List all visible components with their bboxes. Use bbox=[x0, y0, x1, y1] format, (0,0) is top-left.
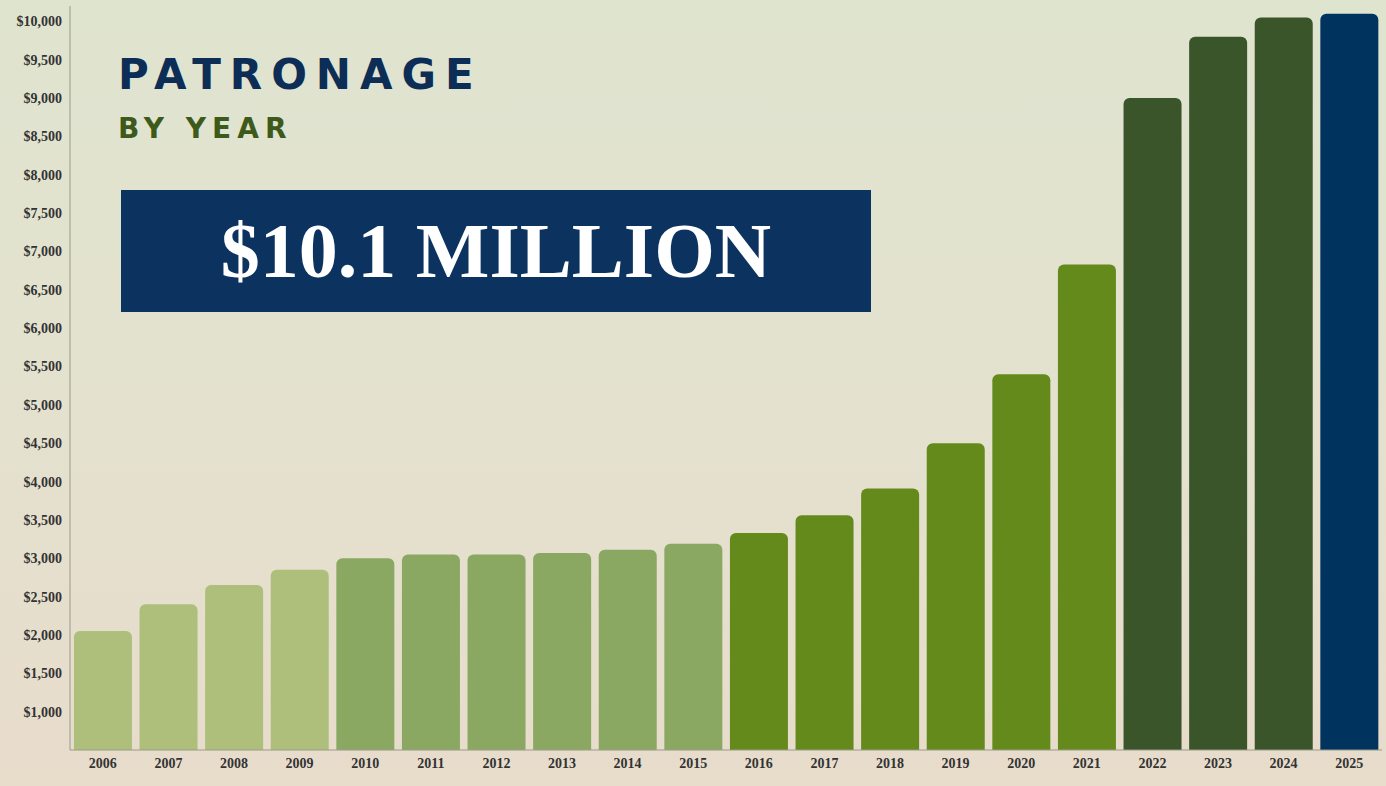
svg-text:2017: 2017 bbox=[810, 756, 838, 771]
svg-text:$2,500: $2,500 bbox=[24, 590, 63, 605]
svg-text:2025: 2025 bbox=[1335, 756, 1363, 771]
svg-text:2015: 2015 bbox=[679, 756, 707, 771]
html-text:$10.1 MILLION: $10.1 MILLION bbox=[220, 207, 772, 294]
svg-text:$1,000: $1,000 bbox=[24, 705, 63, 720]
svg-text:2021: 2021 bbox=[1073, 756, 1101, 771]
svg-text:$4,500: $4,500 bbox=[24, 436, 63, 451]
html-text:BY YEAR: BY YEAR bbox=[118, 112, 293, 145]
svg-text:2018: 2018 bbox=[876, 756, 904, 771]
svg-text:2006: 2006 bbox=[89, 756, 117, 771]
svg-text:$6,000: $6,000 bbox=[24, 321, 63, 336]
svg-text:2023: 2023 bbox=[1204, 756, 1232, 771]
svg-text:2011: 2011 bbox=[417, 756, 444, 771]
svg-text:$2,000: $2,000 bbox=[24, 628, 63, 643]
svg-text:$9,000: $9,000 bbox=[24, 91, 63, 106]
svg-text:$1,500: $1,500 bbox=[24, 666, 63, 681]
svg-text:$10,000: $10,000 bbox=[17, 14, 63, 29]
svg-text:2019: 2019 bbox=[942, 756, 970, 771]
svg-text:$5,500: $5,500 bbox=[24, 359, 63, 374]
svg-text:2024: 2024 bbox=[1270, 756, 1298, 771]
svg-text:2007: 2007 bbox=[154, 756, 182, 771]
svg-text:$3,000: $3,000 bbox=[24, 551, 63, 566]
svg-text:$3,500: $3,500 bbox=[24, 513, 63, 528]
svg-text:2008: 2008 bbox=[220, 756, 248, 771]
svg-text:$8,000: $8,000 bbox=[24, 168, 63, 183]
svg-text:$7,500: $7,500 bbox=[24, 206, 63, 221]
svg-text:2022: 2022 bbox=[1138, 756, 1166, 771]
svg-text:2009: 2009 bbox=[286, 756, 314, 771]
svg-text:2016: 2016 bbox=[745, 756, 773, 771]
svg-text:2012: 2012 bbox=[482, 756, 510, 771]
svg-text:$8,500: $8,500 bbox=[24, 129, 63, 144]
svg-text:$4,000: $4,000 bbox=[24, 475, 63, 490]
svg-text:2010: 2010 bbox=[351, 756, 379, 771]
svg-text:$6,500: $6,500 bbox=[24, 283, 63, 298]
svg-text:2014: 2014 bbox=[614, 756, 642, 771]
svg-text:$9,500: $9,500 bbox=[24, 53, 63, 68]
svg-text:2020: 2020 bbox=[1007, 756, 1035, 771]
svg-text:$7,000: $7,000 bbox=[24, 244, 63, 259]
svg-text:$5,000: $5,000 bbox=[24, 398, 63, 413]
svg-text:2013: 2013 bbox=[548, 756, 576, 771]
html-text:PATRONAGE: PATRONAGE bbox=[118, 50, 483, 99]
